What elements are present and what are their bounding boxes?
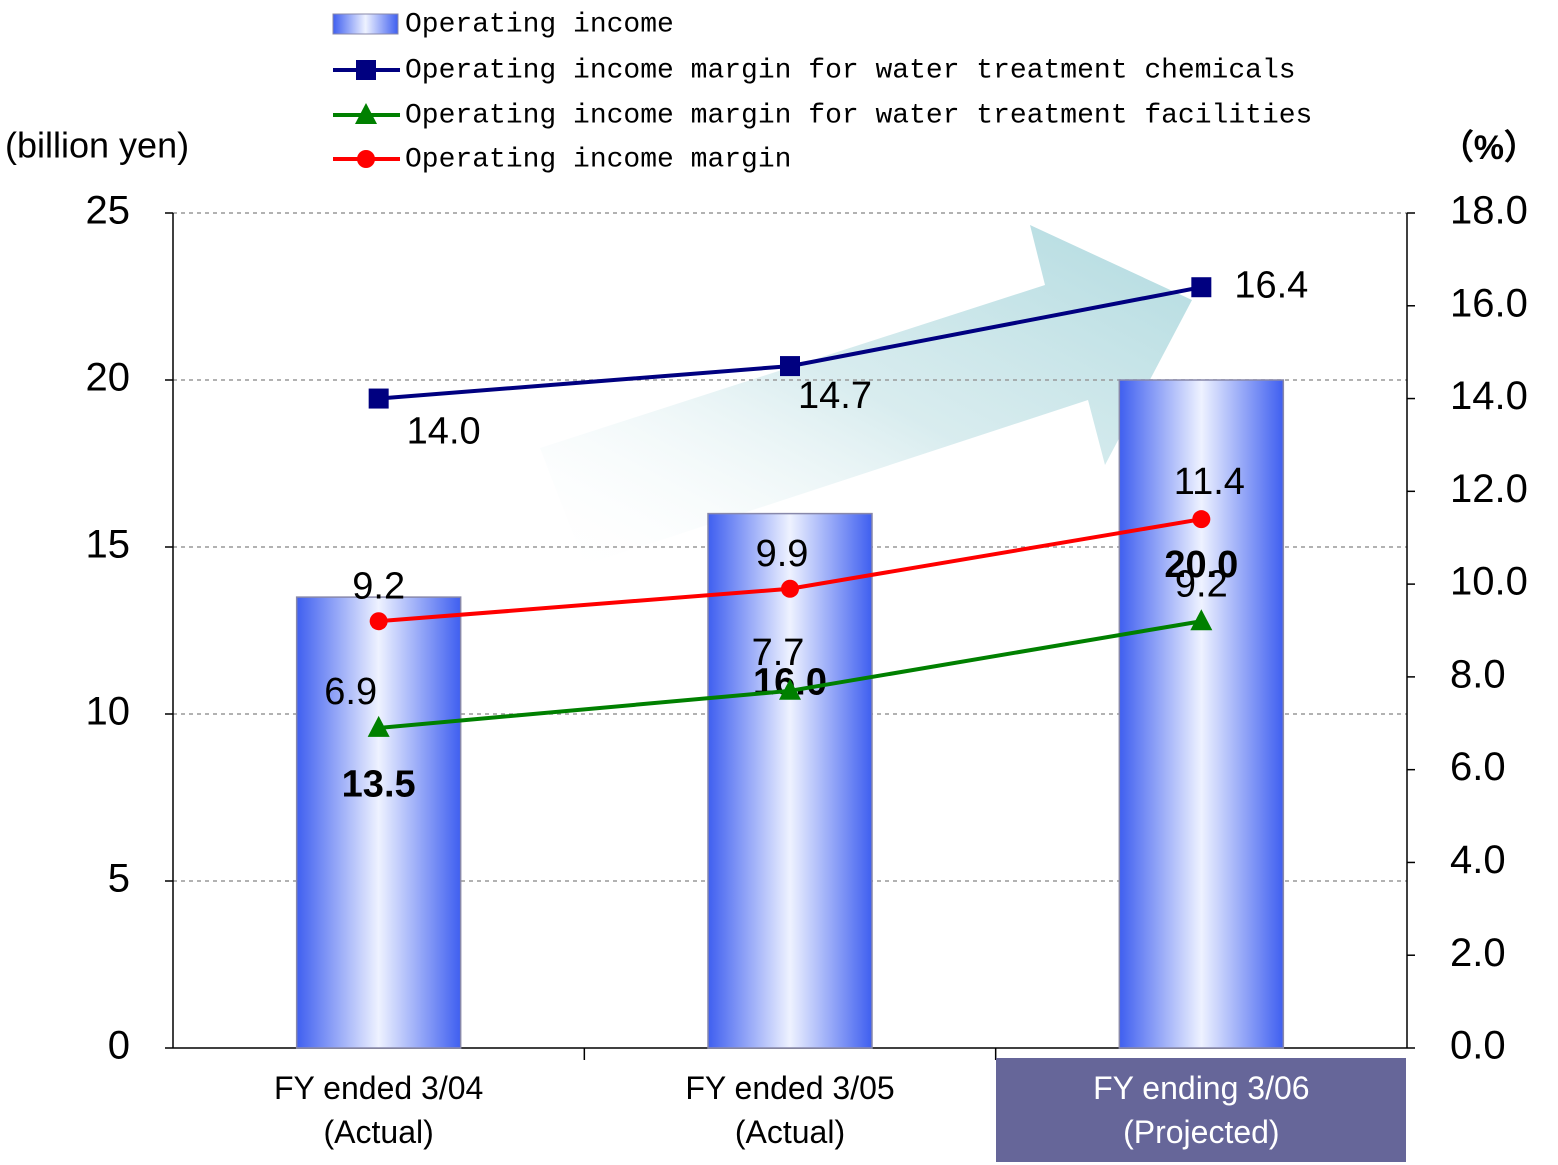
marker <box>1192 510 1211 529</box>
bar <box>1118 379 1285 1049</box>
data-label: 14.7 <box>798 375 872 417</box>
marker <box>781 579 799 598</box>
y-axis-label: (billion yen) <box>5 125 189 166</box>
y2-axis-label: （%） <box>1440 128 1538 167</box>
data-label: 9.9 <box>756 533 809 575</box>
y2-tick-label: 10.0 <box>1450 560 1528 604</box>
x-tick-label: FY ended 3/04 (Actual) <box>273 1070 484 1150</box>
y2-tick-label: 8.0 <box>1450 652 1506 696</box>
bar-value-label: 20.0 <box>1164 544 1238 586</box>
data-label: 16.4 <box>1234 264 1308 306</box>
x-tick-label: FY ending 3/06 (Projected) <box>996 1058 1407 1162</box>
legend-label: Operating income margin for water treatm… <box>405 55 1296 86</box>
y-tick-label: 10 <box>86 690 131 734</box>
y2-tick-label: 14.0 <box>1450 374 1528 418</box>
data-label: 9.2 <box>1175 563 1228 605</box>
data-label: 7.7 <box>752 632 805 674</box>
bar <box>707 512 873 1049</box>
bar-value-label: 13.5 <box>342 764 416 806</box>
y2-tick-label: 4.0 <box>1450 838 1506 882</box>
y-tick-label: 15 <box>86 523 131 567</box>
legend-marker <box>357 150 375 168</box>
x-tick-label: FY ended 3/05 (Actual) <box>685 1070 895 1150</box>
y2-tick-label: 0.0 <box>1450 1024 1506 1068</box>
marker <box>780 356 800 377</box>
y-tick-label: 0 <box>108 1024 130 1068</box>
marker <box>368 388 389 409</box>
marker <box>1190 609 1213 631</box>
y-tick-label: 5 <box>108 857 130 901</box>
data-label: 14.0 <box>407 411 481 453</box>
y2-tick-label: 2.0 <box>1450 931 1506 975</box>
y-tick-label: 25 <box>86 189 131 233</box>
legend-label: Operating income margin for water treatm… <box>405 100 1312 131</box>
legend-label: Operating income <box>405 9 674 40</box>
legend-swatch <box>332 13 399 35</box>
bar <box>295 596 462 1049</box>
legend-marker <box>356 60 376 80</box>
y-tick-label: 20 <box>86 356 131 400</box>
marker <box>1191 277 1212 298</box>
y2-tick-label: 12.0 <box>1450 467 1528 511</box>
data-label: 9.2 <box>352 565 405 607</box>
legend-label: Operating income margin <box>405 144 791 175</box>
marker <box>367 715 390 737</box>
data-label: 6.9 <box>324 671 377 713</box>
marker <box>369 612 388 631</box>
y2-tick-label: 18.0 <box>1450 189 1528 233</box>
y2-tick-label: 16.0 <box>1450 281 1528 325</box>
trend-arrow <box>540 225 1192 565</box>
data-label: 11.4 <box>1174 461 1245 503</box>
y2-tick-label: 6.0 <box>1450 745 1506 789</box>
marker <box>779 678 801 700</box>
legend-marker <box>355 103 377 124</box>
